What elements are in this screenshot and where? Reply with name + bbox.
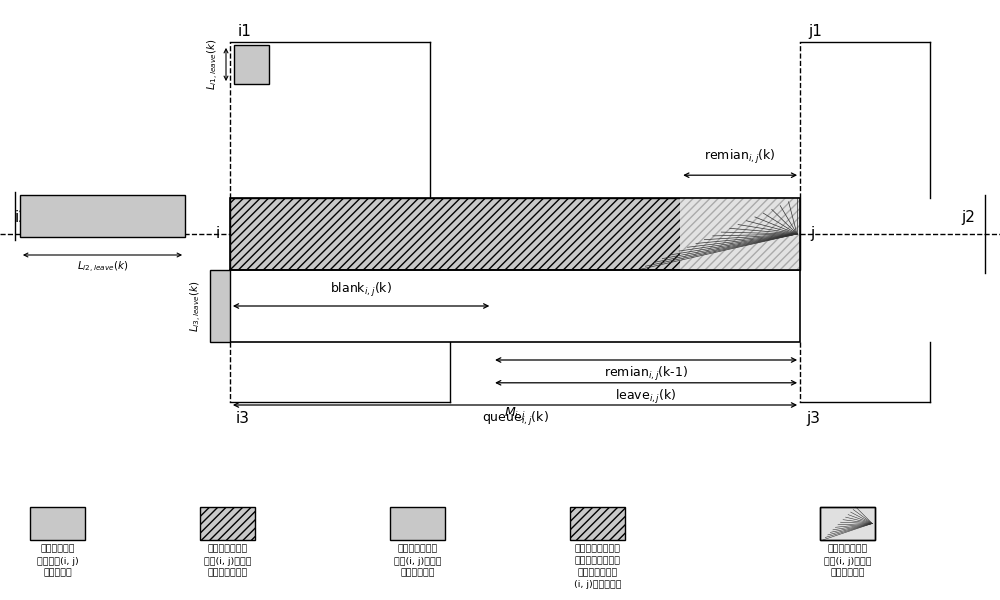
Text: $L_{i2,leave}(k)$: $L_{i2,leave}(k)$ — [77, 260, 128, 275]
Bar — [200, 507, 255, 540]
Text: i3: i3 — [236, 411, 250, 426]
Bar — [230, 198, 800, 270]
Text: 上个周期结束时
道路(i, j)未能离
开的车辆长度: 上个周期结束时 道路(i, j)未能离 开的车辆长度 — [824, 545, 871, 577]
Text: $L_{i1,leave}(k)$: $L_{i1,leave}(k)$ — [206, 39, 221, 90]
Text: i2: i2 — [15, 210, 29, 225]
Bar — [230, 270, 800, 342]
Bar — [390, 507, 445, 540]
Text: i1: i1 — [238, 24, 252, 39]
Bar — [234, 45, 269, 84]
Bar — [20, 195, 185, 237]
Text: 当前周期即将
进入道路(i, j)
的车辆长度: 当前周期即将 进入道路(i, j) 的车辆长度 — [37, 545, 78, 577]
Text: 当前周期开始时
道路(i, j)上没有
车辆的道路长度: 当前周期开始时 道路(i, j)上没有 车辆的道路长度 — [204, 545, 251, 577]
Text: $L_{i3,leave}(k)$: $L_{i3,leave}(k)$ — [189, 280, 204, 332]
Bar — [680, 198, 800, 270]
Text: queue$_{i,j}$(k): queue$_{i,j}$(k) — [482, 410, 548, 428]
Text: j1: j1 — [808, 24, 822, 39]
Bar — [570, 507, 625, 540]
Bar — [820, 507, 875, 540]
Bar — [230, 198, 800, 270]
Bar — [680, 198, 800, 270]
Text: blank$_{i,j}$(k): blank$_{i,j}$(k) — [330, 281, 392, 299]
Text: $M_{i,j}$: $M_{i,j}$ — [504, 405, 526, 422]
Bar — [230, 198, 800, 270]
Text: remian$_{i,j}$(k): remian$_{i,j}$(k) — [704, 148, 776, 166]
Text: j3: j3 — [806, 411, 820, 426]
Text: i: i — [216, 226, 220, 241]
Bar — [30, 507, 85, 540]
Bar — [210, 270, 230, 342]
Text: j2: j2 — [961, 210, 975, 225]
Text: 当前周期结束时
道路(i, j)未能离
开的车辆长度: 当前周期结束时 道路(i, j)未能离 开的车辆长度 — [394, 545, 441, 577]
Bar — [820, 507, 875, 540]
Text: 当前周期开始时形
成的新的车辆排在
该周期离开道路
(i, j)的车辆长度: 当前周期开始时形 成的新的车辆排在 该周期离开道路 (i, j)的车辆长度 — [574, 545, 621, 589]
Text: remian$_{i,j}$(k-1): remian$_{i,j}$(k-1) — [604, 365, 688, 383]
Text: leave$_{i,j}$(k): leave$_{i,j}$(k) — [615, 388, 677, 406]
Text: j: j — [810, 226, 814, 241]
